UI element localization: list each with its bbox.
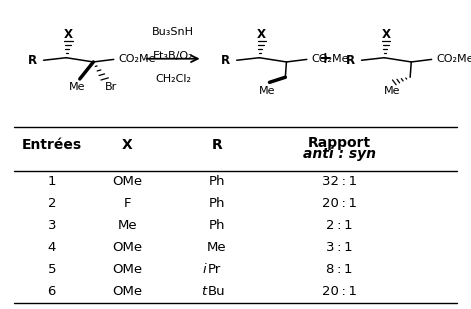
- Text: Pr: Pr: [208, 263, 221, 276]
- Text: Me: Me: [384, 86, 400, 96]
- Text: +: +: [318, 51, 332, 66]
- Text: R: R: [211, 138, 222, 152]
- Text: 8 : 1: 8 : 1: [326, 263, 352, 276]
- Text: 32 : 1: 32 : 1: [322, 175, 357, 188]
- Text: X: X: [382, 28, 391, 41]
- Text: Me: Me: [259, 86, 276, 96]
- Text: 3 : 1: 3 : 1: [326, 241, 352, 254]
- Text: Ph: Ph: [208, 219, 225, 232]
- Text: OMe: OMe: [112, 263, 142, 276]
- Text: F: F: [123, 197, 131, 210]
- Text: 5: 5: [48, 263, 56, 276]
- Text: Entrées: Entrées: [22, 138, 82, 152]
- Text: X: X: [122, 138, 132, 152]
- Text: X: X: [257, 28, 266, 41]
- Text: Ph: Ph: [208, 197, 225, 210]
- Text: Me: Me: [117, 219, 137, 232]
- Text: 20 : 1: 20 : 1: [322, 197, 357, 210]
- Text: Bu: Bu: [208, 285, 226, 298]
- Text: CO₂Me: CO₂Me: [437, 53, 471, 64]
- Text: Bu₃SnH: Bu₃SnH: [152, 28, 194, 37]
- Text: 20 : 1: 20 : 1: [322, 285, 357, 298]
- Text: CO₂Me: CO₂Me: [312, 53, 349, 64]
- Text: 1: 1: [48, 175, 56, 188]
- Text: R: R: [221, 54, 230, 67]
- Text: CH₂Cl₂: CH₂Cl₂: [155, 74, 191, 84]
- Text: Rapport: Rapport: [308, 136, 371, 150]
- Text: CO₂Me: CO₂Me: [119, 53, 156, 64]
- Text: Ph: Ph: [208, 175, 225, 188]
- Text: OMe: OMe: [112, 241, 142, 254]
- Text: OMe: OMe: [112, 175, 142, 188]
- Text: X: X: [64, 28, 73, 41]
- Text: Br: Br: [106, 82, 118, 91]
- Text: R: R: [346, 54, 355, 67]
- Text: 2: 2: [48, 197, 56, 210]
- Text: i: i: [203, 263, 206, 276]
- Text: 2 : 1: 2 : 1: [326, 219, 352, 232]
- Text: Me: Me: [207, 241, 227, 254]
- Text: t: t: [201, 285, 206, 298]
- Text: Et₃B/O₂: Et₃B/O₂: [153, 51, 194, 61]
- Text: Me: Me: [69, 83, 86, 92]
- Text: anti : syn: anti : syn: [303, 147, 375, 161]
- Text: R: R: [28, 54, 37, 67]
- Text: 3: 3: [48, 219, 56, 232]
- Text: 4: 4: [48, 241, 56, 254]
- Text: 6: 6: [48, 285, 56, 298]
- Text: OMe: OMe: [112, 285, 142, 298]
